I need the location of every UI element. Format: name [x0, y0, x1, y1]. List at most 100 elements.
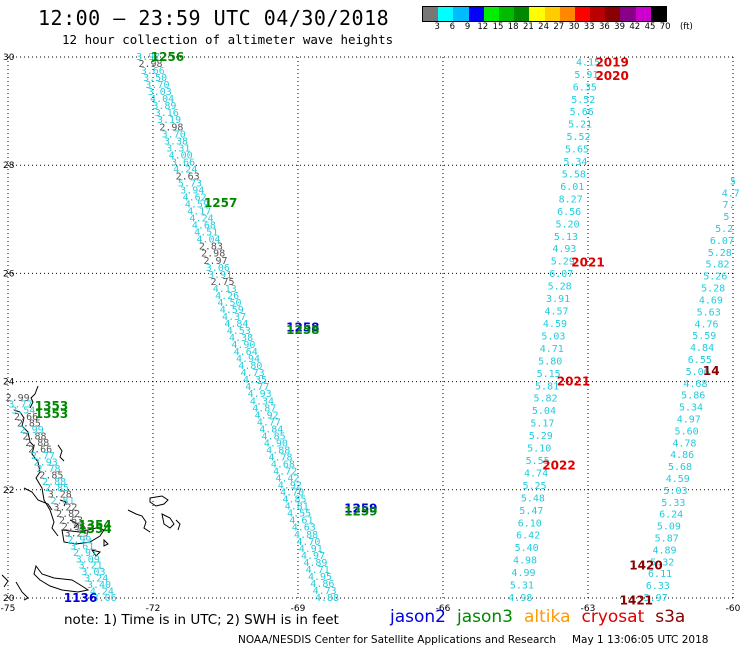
satellite-legend: jason2 jason3 altika cryosat s3a	[390, 607, 696, 627]
swh-value: 3.70	[162, 129, 186, 140]
units-note: note: 1) Time is in UTC; 2) SWH is in fe…	[64, 612, 339, 628]
pass-time-label: 1257	[204, 196, 237, 210]
swh-value: 2.96	[62, 522, 86, 533]
swh-value: 3.61	[70, 541, 94, 552]
coastline	[90, 549, 101, 557]
swh-value: 4.17	[187, 207, 211, 218]
color-scale-label: 27	[553, 22, 565, 32]
swh-value: 5	[723, 212, 729, 223]
color-scale-label: 30	[568, 22, 580, 32]
swh-value: 2.85	[17, 419, 41, 430]
swh-value: 3.97	[136, 52, 160, 63]
swh-value: 4.71	[306, 565, 330, 576]
swh-value: 3.38	[164, 136, 188, 147]
swh-value: 5.82	[533, 394, 557, 405]
swh-value: 4.74	[524, 468, 548, 479]
swh-value: 7.	[723, 200, 735, 211]
swh-value: 4.73	[241, 368, 265, 379]
swh-value: 4.55	[287, 509, 311, 520]
coastline	[33, 564, 90, 593]
swh-value: 4.53	[227, 326, 251, 337]
page-title: 12:00 — 23:59 UTC 04/30/2018	[38, 6, 390, 30]
swh-value: 5.13	[554, 232, 578, 243]
swh-value: 4.84	[690, 343, 714, 354]
lon-tick-label: -75	[1, 604, 16, 614]
swh-value: 4.24	[173, 164, 197, 175]
swh-value: 5.26	[703, 272, 727, 283]
swh-value: 3.31	[166, 143, 190, 154]
swh-value: 4.00	[169, 150, 193, 161]
swh-value: 2.78	[36, 464, 60, 475]
swh-value: 5.66	[570, 107, 594, 118]
lat-tick-label: 24	[3, 378, 15, 388]
swh-value: 6.10	[518, 518, 542, 529]
swh-value: 2.88	[42, 477, 66, 488]
color-swatch	[544, 7, 560, 21]
swh-value: 4.04	[150, 94, 174, 105]
swh-value: 5.40	[515, 543, 539, 554]
swh-value: 4.24	[90, 587, 114, 598]
lat-tick-label: 22	[3, 486, 14, 496]
color-swatch	[468, 7, 484, 21]
coastline	[15, 581, 29, 601]
swh-value: 2.98	[138, 59, 162, 70]
color-swatch	[498, 7, 515, 21]
color-scale-label: 15	[492, 22, 504, 32]
swh-value: 2.63	[59, 516, 83, 527]
swh-value: 4.61	[289, 516, 313, 527]
swh-value: 4.91	[299, 544, 323, 555]
swh-value: 5.80	[538, 356, 562, 367]
swh-value: 5	[730, 176, 736, 187]
swh-value: 6.35	[573, 82, 597, 93]
swh-value: 4.26	[215, 291, 239, 302]
lat-tick-label: 28	[3, 161, 15, 171]
swh-value: 4.95	[308, 572, 332, 583]
swh-value: 4.72	[273, 467, 297, 478]
swh-value: 3.03	[81, 567, 105, 578]
legend-jason3: jason3	[457, 607, 513, 627]
swh-value: 4.24	[190, 214, 214, 225]
swh-value: 5.21	[568, 120, 592, 131]
swh-value: 5.29	[529, 431, 553, 442]
swh-value: 4.64	[234, 347, 258, 358]
swh-value: 4.04	[197, 235, 221, 246]
swh-value: 5.17	[530, 419, 554, 430]
color-scale-label: (ft)	[679, 22, 693, 32]
pass-time-label: 2019	[595, 55, 628, 69]
pass-time-label: 1136	[64, 591, 97, 605]
color-swatch	[574, 7, 591, 21]
swh-value: 4.51	[194, 228, 218, 239]
color-swatch	[514, 7, 530, 21]
swh-value: 2.97	[73, 548, 97, 559]
swh-value: 4.59	[543, 319, 567, 330]
swh-value: 4.57	[544, 307, 568, 318]
pass-time-label: 1353	[35, 407, 68, 421]
coastline	[69, 519, 79, 529]
color-swatch	[438, 7, 454, 21]
swh-value: 5.34	[679, 403, 703, 414]
swh-value: 3.24	[84, 574, 108, 585]
lon-tick-label: -60	[726, 604, 740, 614]
swh-value: 5.58	[562, 170, 586, 181]
swh-value: 5.63	[697, 307, 721, 318]
swh-value: 4.85	[262, 431, 286, 442]
pass-time-label: 14	[703, 364, 720, 378]
swh-value: 3.94	[180, 185, 204, 196]
swh-value: 4.84	[259, 424, 283, 435]
swh-value: 4.86	[670, 450, 694, 461]
swh-value: 5.28	[708, 248, 732, 259]
swh-value: 6.55	[688, 355, 712, 366]
swh-value: 2.77	[31, 451, 55, 462]
color-swatch	[529, 7, 545, 21]
swh-value: 6.56	[557, 207, 581, 218]
swh-value: 3.19	[157, 115, 181, 126]
color-scale-label: 36	[598, 22, 610, 32]
coastline	[127, 509, 151, 533]
swh-value: 4.85	[282, 495, 306, 506]
swh-value: 4.92	[278, 481, 302, 492]
coastline	[57, 444, 65, 462]
coastline	[161, 513, 175, 529]
pass-time-label: 1258	[286, 323, 319, 337]
swh-value: 4.73	[313, 586, 337, 597]
